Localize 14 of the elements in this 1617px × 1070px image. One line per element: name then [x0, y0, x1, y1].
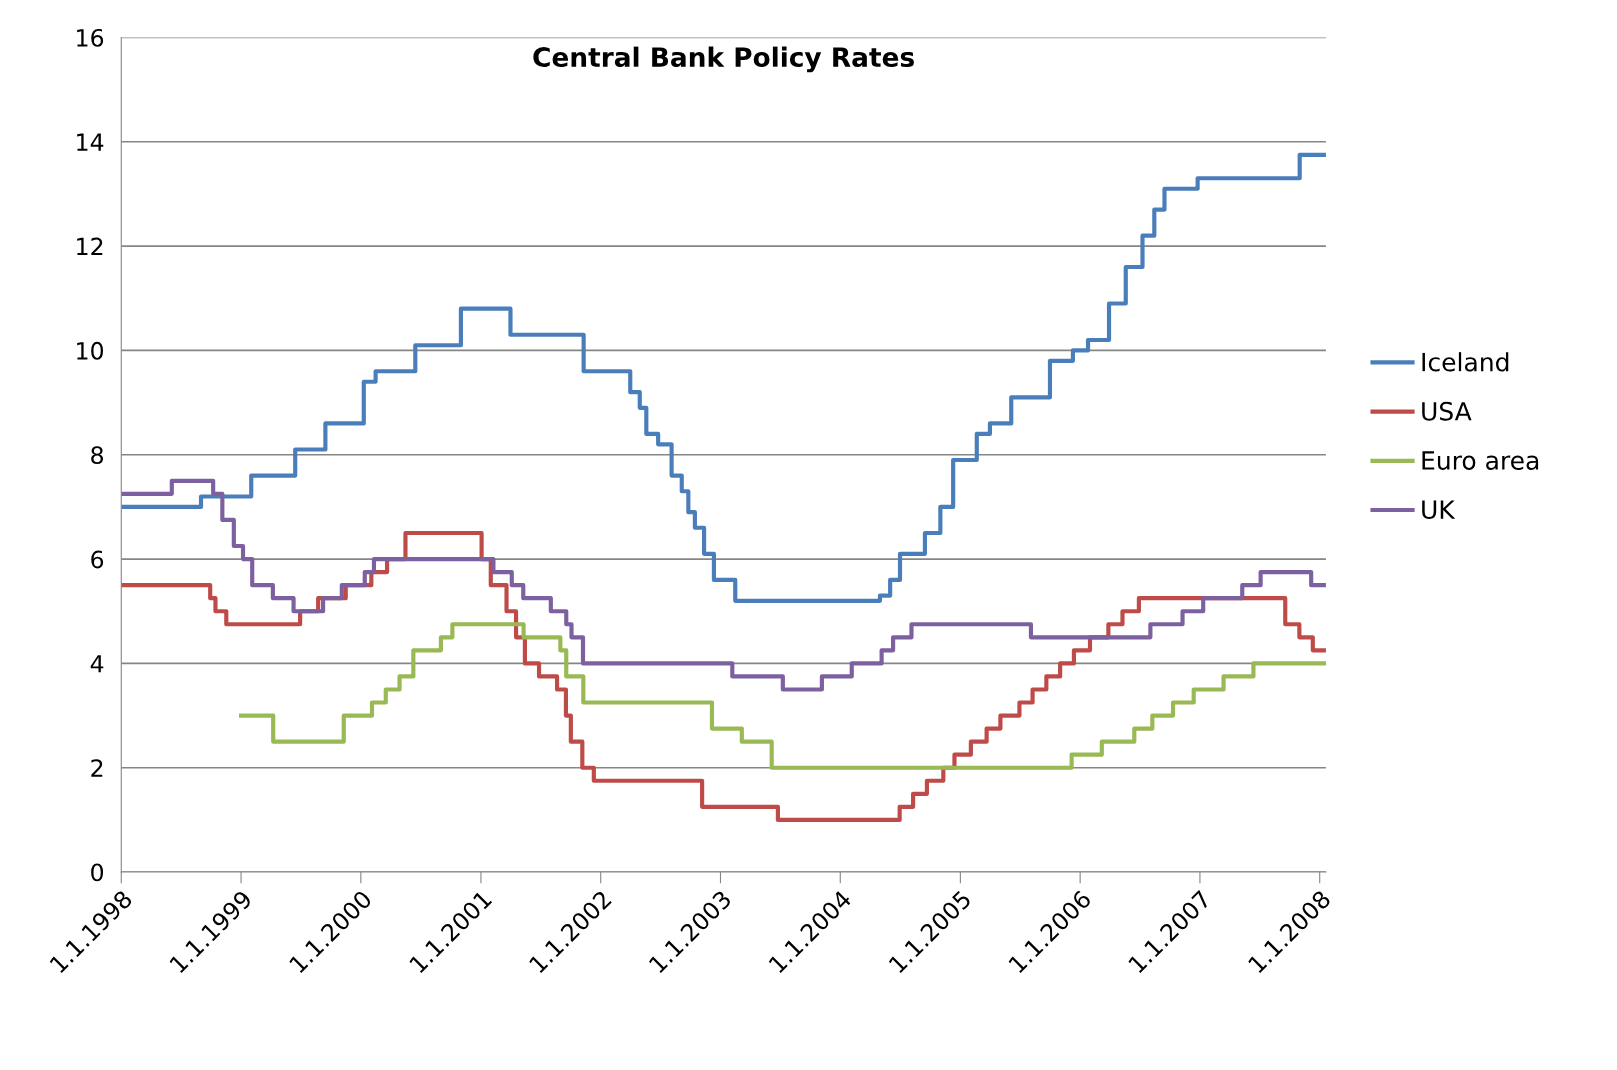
legend-label: Iceland [1422, 352, 1509, 372]
y-tick-label: 2 [91, 759, 103, 777]
y-tick-label: 6 [91, 550, 104, 569]
chart-title: Central Bank Policy Rates [533, 46, 914, 73]
y-tick-label: 4 [90, 655, 104, 673]
y-tick-label: 10 [77, 341, 104, 360]
legend-label: UK [1422, 500, 1456, 520]
legend-label: USA [1422, 401, 1472, 421]
y-tick-label: 16 [77, 28, 104, 47]
legend-label: Euro area [1422, 451, 1539, 470]
y-tick-label: 12 [77, 237, 103, 256]
y-tick-label: 0 [91, 863, 104, 882]
y-tick-label: 8 [91, 446, 103, 465]
y-tick-label: 14 [77, 133, 104, 151]
